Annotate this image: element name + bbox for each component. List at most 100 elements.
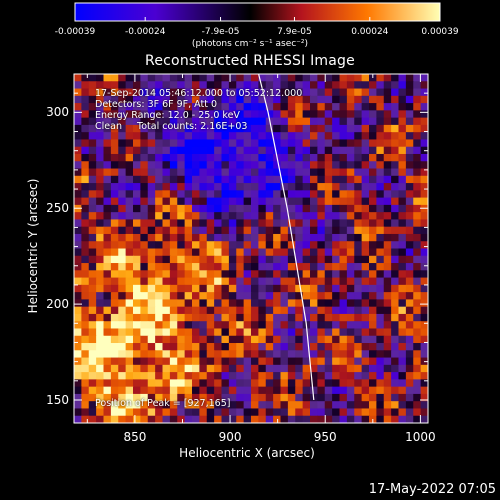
heatmap-cell [243, 292, 252, 300]
heatmap-cell [228, 415, 237, 423]
heatmap-cell [310, 153, 318, 162]
heatmap-cell [169, 197, 178, 206]
heatmap-cell [287, 343, 296, 351]
heatmap-cell [199, 139, 208, 148]
heatmap-cell [162, 226, 171, 235]
heatmap-cell [383, 372, 392, 380]
heatmap-cell [405, 263, 414, 271]
heatmap-cell [391, 132, 400, 141]
heatmap-cell [287, 321, 296, 330]
heatmap-cell [169, 277, 178, 286]
heatmap-cell [398, 183, 407, 191]
heatmap-cell [118, 306, 127, 315]
heatmap-cell [147, 183, 156, 191]
heatmap-cell [88, 132, 97, 141]
heatmap-cell [147, 204, 156, 213]
heatmap-cell [118, 270, 127, 279]
heatmap-cell [383, 306, 392, 315]
heatmap-cell [184, 95, 193, 104]
heatmap-cell [140, 248, 149, 257]
heatmap-cell [125, 124, 134, 133]
heatmap-cell [332, 95, 341, 104]
heatmap-cell [273, 263, 282, 271]
heatmap-cell [302, 357, 311, 366]
heatmap-cell [391, 401, 400, 410]
heatmap-cell [354, 132, 363, 141]
heatmap-cell [413, 168, 422, 177]
heatmap-cell [206, 415, 215, 423]
heatmap-cell [295, 401, 304, 410]
heatmap-cell [376, 343, 385, 351]
heatmap-cell [354, 168, 363, 177]
heatmap-cell [354, 233, 363, 242]
heatmap-cell [391, 357, 400, 366]
heatmap-cell [398, 343, 407, 351]
heatmap-cell [214, 401, 223, 410]
heatmap-cell [81, 335, 90, 344]
heatmap-cell [96, 292, 105, 300]
heatmap-cell [369, 81, 377, 90]
heatmap-cell [147, 226, 156, 235]
heatmap-cell [118, 401, 127, 410]
heatmap-cell [376, 393, 385, 402]
heatmap-cell [81, 263, 90, 271]
heatmap-cell [228, 81, 237, 90]
heatmap-cell [103, 124, 112, 133]
heatmap-cell [280, 117, 289, 126]
heatmap-cell [398, 328, 407, 337]
heatmap-cell [110, 415, 119, 423]
heatmap-cell [302, 255, 311, 264]
heatmap-cell [125, 81, 134, 90]
heatmap-cell [110, 212, 119, 221]
heatmap-cell [369, 212, 377, 221]
heatmap-cell [96, 139, 105, 148]
heatmap-cell [169, 393, 178, 402]
heatmap-cell [287, 248, 296, 257]
heatmap-cell [88, 197, 97, 206]
heatmap-cell [169, 74, 178, 82]
heatmap-cell [391, 284, 400, 293]
heatmap-cell [405, 357, 414, 366]
heatmap-cell [125, 364, 134, 373]
heatmap-cell [110, 393, 119, 402]
heatmap-cell [228, 153, 237, 162]
heatmap-cell [398, 277, 407, 286]
heatmap-cell [243, 226, 252, 235]
heatmap-cell [155, 233, 164, 242]
heatmap-cell [96, 248, 105, 257]
heatmap-cell [214, 248, 223, 257]
heatmap-cell [125, 313, 134, 322]
heatmap-cell [228, 401, 237, 410]
heatmap-cell [162, 175, 171, 184]
heatmap-cell [214, 372, 223, 380]
heatmap-cell [295, 175, 304, 184]
heatmap-cell [273, 292, 282, 300]
heatmap-cell [118, 132, 127, 141]
heatmap-cell [88, 74, 97, 82]
colorbar-tick-label: -7.9e-05 [201, 27, 240, 37]
heatmap-cell [317, 270, 326, 279]
heatmap-cell [332, 328, 341, 337]
heatmap-cell [317, 175, 326, 184]
heatmap-cell [369, 313, 377, 322]
heatmap-cell [162, 168, 171, 177]
heatmap-cell [346, 117, 355, 126]
heatmap-cell [280, 364, 289, 373]
heatmap-cell [376, 226, 385, 235]
heatmap-cell [177, 313, 186, 322]
heatmap-cell [251, 153, 259, 162]
heatmap-cell [199, 88, 208, 97]
heatmap-cell [273, 321, 282, 330]
heatmap-cell [169, 190, 178, 199]
heatmap-cell [391, 343, 400, 351]
heatmap-cell [361, 350, 370, 359]
heatmap-cell [287, 95, 296, 104]
heatmap-cell [228, 117, 237, 126]
heatmap-cell [361, 328, 370, 337]
heatmap-cell [280, 350, 289, 359]
heatmap-cell [398, 357, 407, 366]
heatmap-cell [125, 321, 134, 330]
heatmap-cell [273, 372, 282, 380]
heatmap-cell [81, 328, 90, 337]
heatmap-cell [74, 379, 82, 388]
